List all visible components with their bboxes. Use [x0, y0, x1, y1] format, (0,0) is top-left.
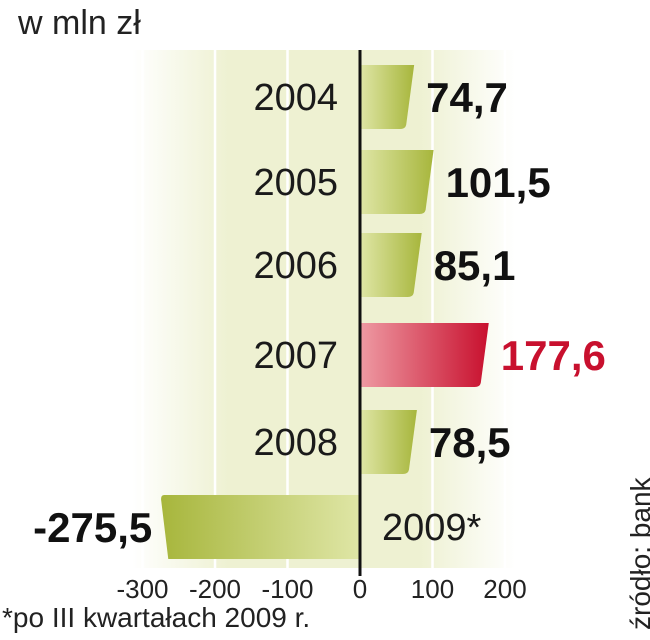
value-label: 78,5 [429, 419, 511, 466]
footnote: *po III kwartałach 2009 r. [2, 602, 311, 633]
category-label: 2009* [382, 507, 482, 549]
x-tick-label: 0 [353, 574, 367, 604]
bar-2006 [360, 233, 422, 297]
value-label: 85,1 [434, 242, 516, 289]
bar-2008 [360, 410, 417, 474]
category-label: 2008 [253, 422, 338, 464]
source-note: źródło: bank [625, 477, 650, 630]
x-tick-label: 200 [483, 574, 526, 604]
category-label: 2004 [253, 77, 338, 119]
x-tick-label: 100 [411, 574, 454, 604]
value-label: 74,7 [426, 74, 508, 121]
value-label: 101,5 [446, 159, 551, 206]
value-label: -275,5 [33, 504, 152, 551]
bar-2009* [161, 495, 360, 559]
value-label: 177,6 [501, 332, 606, 379]
bar-2005 [360, 150, 434, 214]
x-tick-label: -300 [116, 574, 168, 604]
bar-2007 [360, 323, 489, 387]
x-tick-label: -100 [261, 574, 313, 604]
bar-2004 [360, 65, 415, 129]
x-tick-label: -200 [189, 574, 241, 604]
unit-label: w mln zł [18, 4, 141, 42]
category-label: 2007 [253, 335, 338, 377]
plot-background [132, 50, 515, 568]
category-label: 2006 [253, 245, 338, 287]
category-label: 2005 [253, 162, 338, 204]
